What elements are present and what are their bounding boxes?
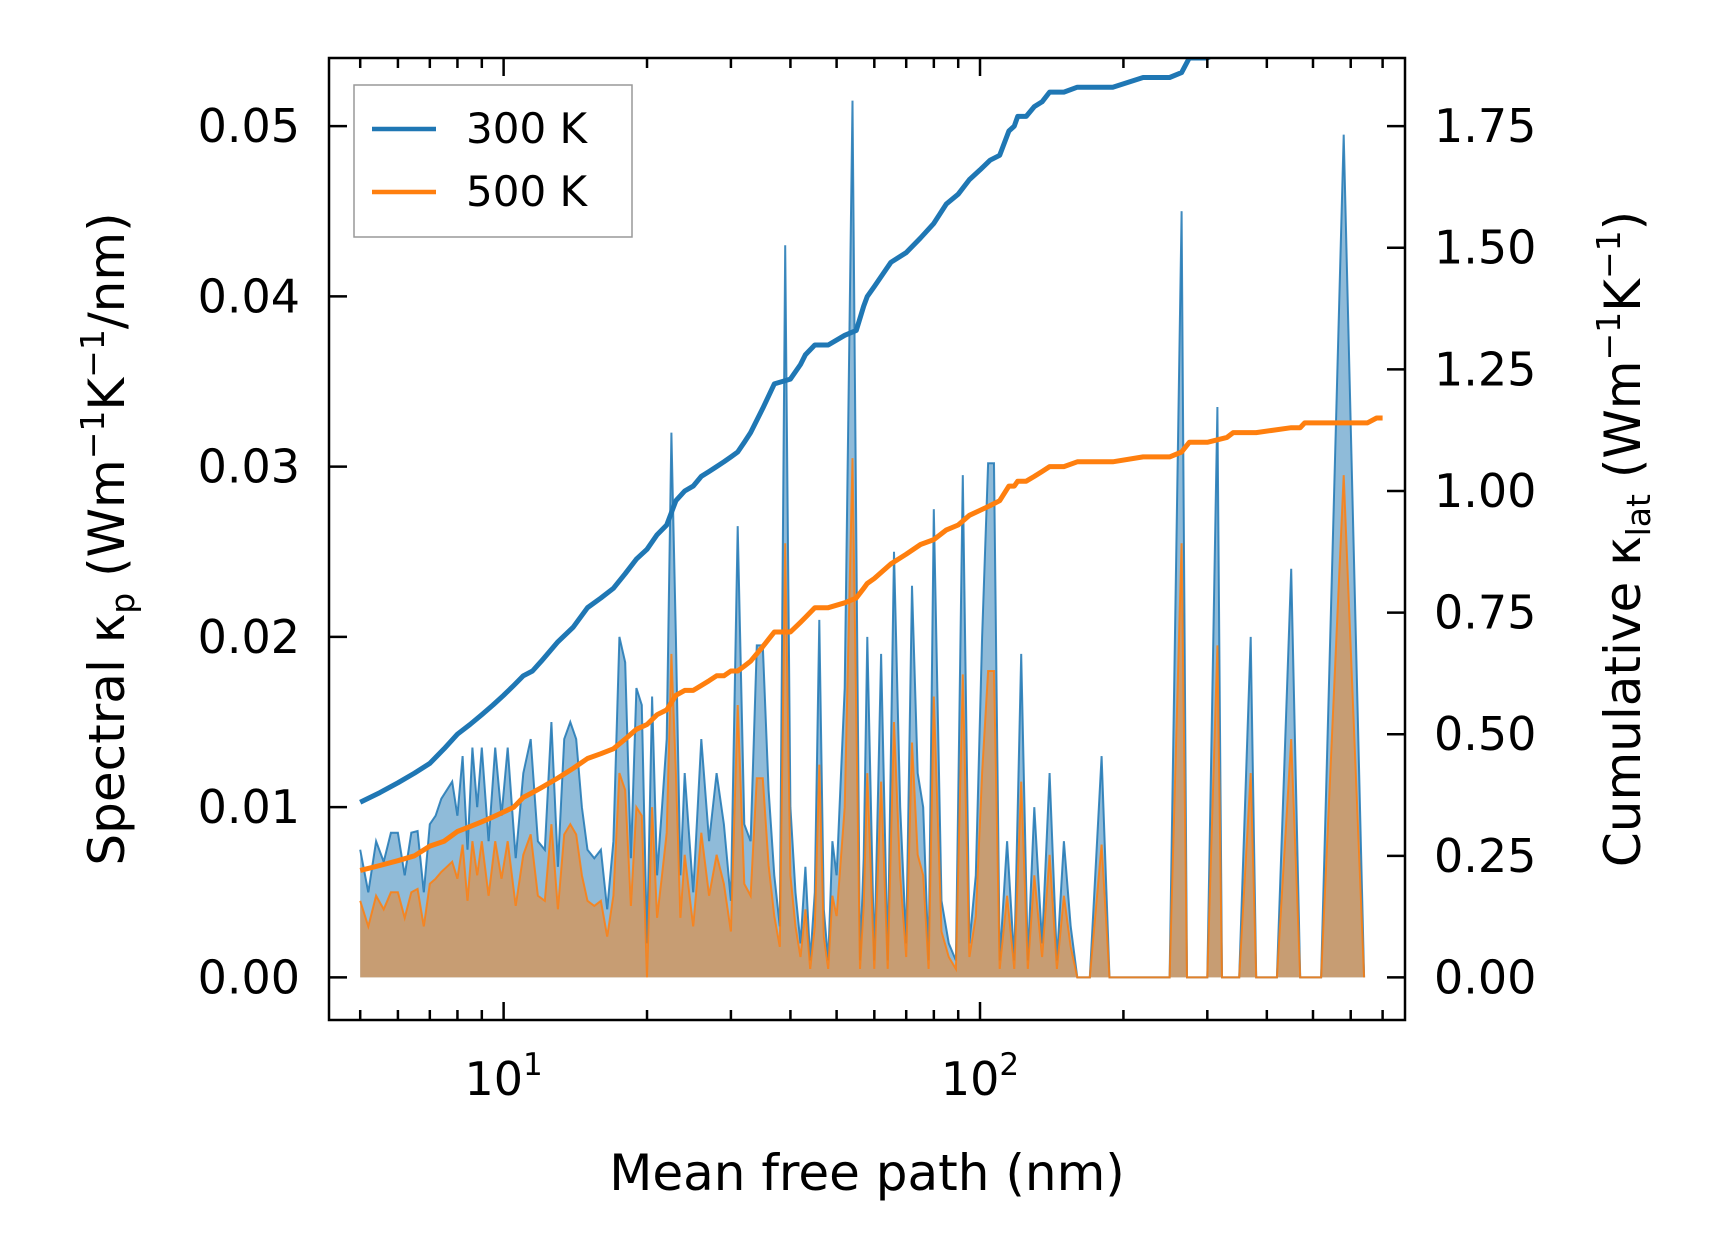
legend-label-300k: 300 K: [466, 104, 589, 153]
y-axis-left-title: Spectral κp (Wm−1K−1/nm): [73, 212, 142, 865]
y-left-tick-label: 0.02: [198, 610, 300, 664]
y-right-tick-label: 1.50: [1434, 221, 1536, 275]
y-right-title-pre: Cumulative κ: [1594, 536, 1652, 867]
y-right-title-sup1: −1: [1589, 312, 1628, 361]
x-tick-label-base: 10: [464, 1052, 523, 1106]
y-left-tick-label: 0.03: [198, 440, 300, 494]
y-left-title-sub: p: [103, 593, 142, 614]
y-left-tick-label: 0.01: [198, 780, 300, 834]
y-left-title-end: /nm): [78, 212, 136, 329]
plot-frame: [327, 56, 1407, 1022]
y-right-tick-label: 0.50: [1434, 707, 1536, 761]
y-right-tick-label: 1.25: [1434, 342, 1536, 396]
y-right-tick-label: 0.00: [1434, 950, 1536, 1004]
y-left-tick-label: 0.05: [198, 99, 300, 153]
cumulative-line-300k: [359, 58, 1213, 805]
legend-label-500k: 500 K: [466, 167, 589, 216]
y-right-tick-label: 0.75: [1434, 586, 1536, 640]
legend: 300 K 500 K: [353, 84, 633, 238]
tick-layer: 101 1020.000.010.020.030.040.050.000.250.…: [198, 58, 1536, 1106]
y-left-tick-label: 0.00: [198, 950, 300, 1004]
y-right-title-sub: lat: [1619, 494, 1658, 536]
spectral-area-500k: [360, 458, 1365, 978]
y-right-title-mid: K: [1594, 278, 1652, 312]
y-right-title-sup2: −1: [1589, 230, 1628, 279]
cumulative-line-500k: [359, 415, 1383, 873]
y-left-title-pre: Spectral κ: [78, 614, 136, 866]
y-axis-right-title: Cumulative κlat (Wm−1K−1): [1589, 211, 1658, 867]
data-layer: [359, 58, 1383, 979]
legend-box: [353, 84, 633, 238]
y-left-tick-label: 0.04: [198, 269, 300, 323]
y-left-title-sup2: −1: [73, 329, 112, 378]
x-tick-label-exp: 2: [999, 1047, 1019, 1083]
y-right-title-end: ): [1594, 211, 1652, 231]
y-right-tick-label: 1.75: [1434, 99, 1536, 153]
x-tick-label: 102: [941, 1047, 1019, 1106]
x-tick-label: 101: [464, 1047, 542, 1106]
y-right-title-post: (Wm: [1594, 360, 1652, 494]
x-axis-title: Mean free path (nm): [609, 1144, 1125, 1202]
y-left-title-mid: K: [78, 377, 136, 411]
y-left-title-post: (Wm: [78, 459, 136, 593]
y-right-tick-label: 0.25: [1434, 829, 1536, 883]
spectral-line-300k: [359, 100, 1366, 979]
x-tick-label-base: 10: [941, 1052, 1000, 1106]
spectral-line-500k: [359, 458, 1366, 979]
x-tick-label-exp: 1: [523, 1047, 543, 1083]
y-left-title-sup1: −1: [73, 411, 112, 460]
y-right-tick-label: 1.00: [1434, 464, 1536, 518]
